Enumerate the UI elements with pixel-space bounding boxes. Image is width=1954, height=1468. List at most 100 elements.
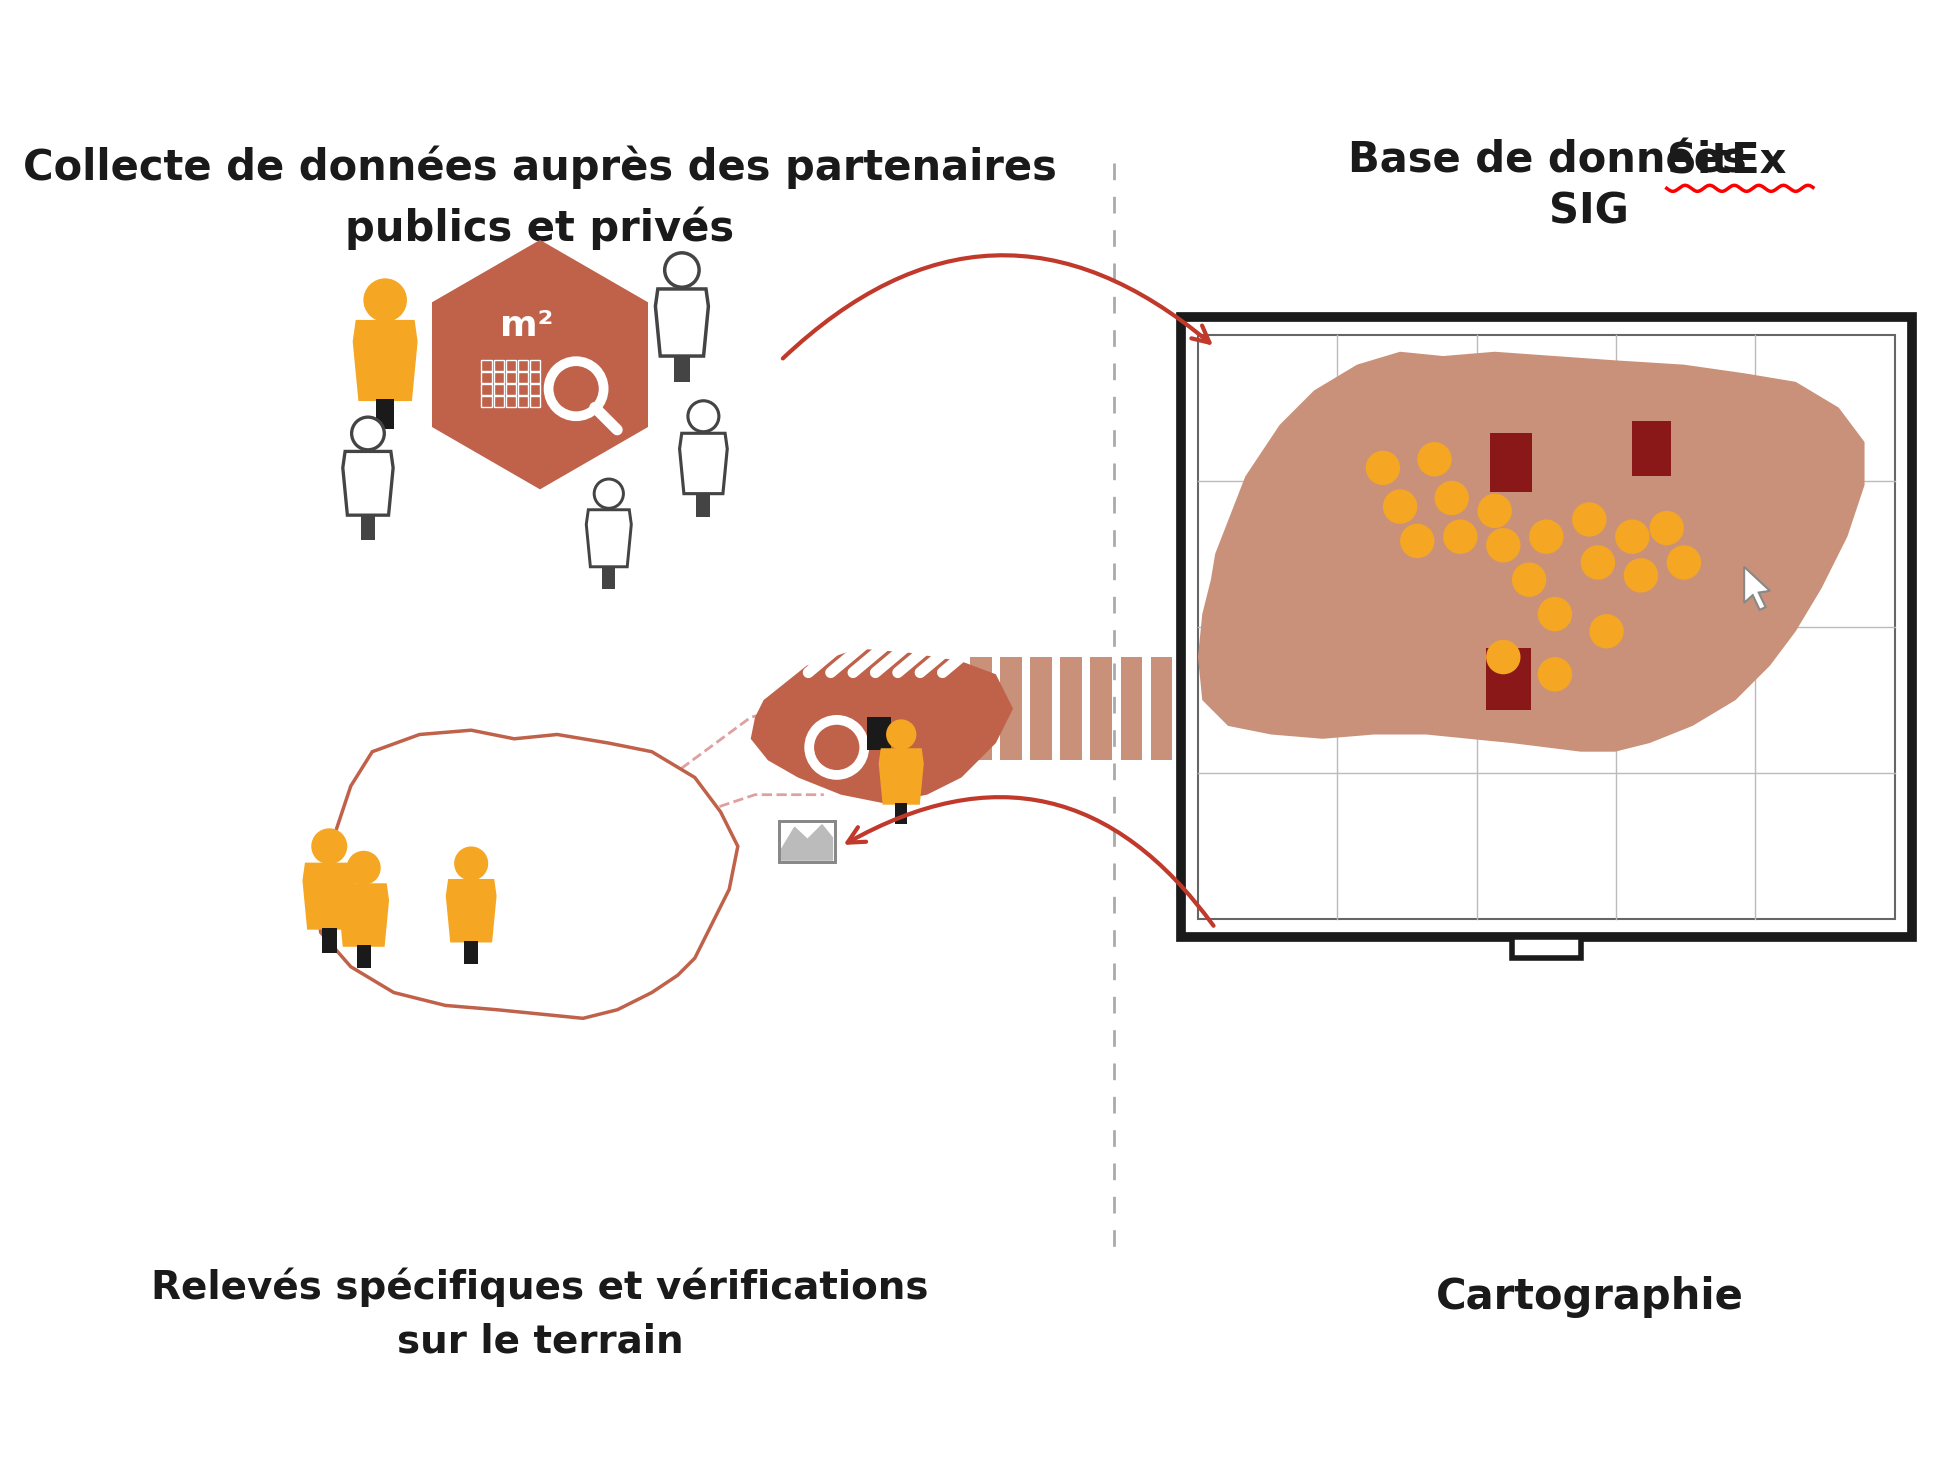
Circle shape	[664, 252, 700, 288]
Bar	[385, 399, 395, 429]
Polygon shape	[680, 433, 727, 493]
Bar	[682, 357, 690, 382]
Bar	[1632, 420, 1671, 477]
Circle shape	[1530, 520, 1563, 553]
Bar	[608, 567, 616, 589]
Circle shape	[1417, 442, 1452, 477]
Polygon shape	[586, 509, 631, 567]
Bar	[1061, 658, 1083, 760]
Bar	[1487, 649, 1530, 711]
Polygon shape	[1745, 567, 1770, 609]
Circle shape	[688, 401, 719, 432]
Bar	[1000, 658, 1022, 760]
Bar	[518, 360, 528, 370]
Bar	[696, 493, 703, 517]
Circle shape	[1366, 451, 1401, 484]
Circle shape	[1434, 480, 1469, 515]
Circle shape	[887, 721, 914, 749]
Polygon shape	[879, 750, 922, 803]
Polygon shape	[340, 885, 387, 945]
Bar	[868, 718, 891, 750]
Bar	[363, 945, 371, 969]
Bar	[969, 658, 991, 760]
Bar	[674, 357, 682, 382]
Text: Base de données: Base de données	[1348, 139, 1763, 181]
Circle shape	[594, 479, 623, 508]
Bar	[780, 821, 834, 862]
Circle shape	[1487, 528, 1520, 562]
Circle shape	[352, 417, 385, 449]
Polygon shape	[782, 825, 832, 860]
Polygon shape	[655, 289, 709, 357]
Bar	[506, 396, 516, 407]
Polygon shape	[750, 649, 1012, 803]
Polygon shape	[447, 881, 494, 941]
Polygon shape	[317, 730, 739, 1019]
Circle shape	[1649, 511, 1684, 545]
Bar	[506, 385, 516, 395]
Bar	[358, 945, 365, 969]
Bar	[506, 373, 516, 383]
Bar	[1090, 658, 1112, 760]
Polygon shape	[342, 452, 393, 515]
Bar	[494, 396, 504, 407]
Polygon shape	[1198, 352, 1864, 752]
Bar	[703, 493, 711, 517]
Bar	[518, 396, 528, 407]
Text: Relevés spécifiques et vérifications
sur le terrain: Relevés spécifiques et vérifications sur…	[150, 1268, 928, 1361]
Bar	[518, 373, 528, 383]
Bar	[1151, 658, 1172, 760]
Circle shape	[1401, 524, 1434, 558]
Bar	[361, 515, 369, 540]
Circle shape	[455, 849, 487, 879]
Circle shape	[1477, 493, 1512, 528]
Bar	[901, 803, 907, 824]
Text: Cartographie: Cartographie	[1436, 1276, 1743, 1318]
Bar	[530, 396, 539, 407]
Bar	[494, 360, 504, 370]
Bar	[518, 385, 528, 395]
Polygon shape	[305, 865, 354, 928]
Bar	[1120, 658, 1141, 760]
Circle shape	[1581, 545, 1616, 580]
Bar	[471, 941, 479, 964]
FancyArrowPatch shape	[784, 255, 1210, 358]
Bar	[780, 821, 834, 862]
Bar	[322, 928, 330, 953]
Text: Collecte de données auprès des partenaires
publics et privés: Collecte de données auprès des partenair…	[23, 145, 1057, 250]
Circle shape	[313, 829, 346, 863]
Bar	[1180, 317, 1911, 937]
Text: SIG: SIG	[1550, 191, 1630, 233]
Bar	[530, 373, 539, 383]
Circle shape	[1487, 640, 1520, 674]
Circle shape	[1616, 520, 1649, 553]
Circle shape	[1444, 520, 1477, 553]
Circle shape	[1589, 614, 1624, 649]
Circle shape	[1383, 489, 1417, 524]
Polygon shape	[356, 321, 416, 399]
Circle shape	[1512, 562, 1546, 597]
Circle shape	[1538, 597, 1573, 631]
Bar	[367, 515, 375, 540]
Bar	[481, 396, 492, 407]
Bar	[530, 385, 539, 395]
Bar	[494, 385, 504, 395]
Bar	[895, 803, 903, 824]
Bar	[530, 360, 539, 370]
Bar	[1030, 658, 1051, 760]
Bar	[481, 360, 492, 370]
Circle shape	[1573, 502, 1606, 537]
Bar	[1491, 433, 1532, 492]
Circle shape	[1624, 558, 1659, 593]
Bar	[1512, 937, 1581, 959]
Circle shape	[1667, 545, 1702, 580]
Bar	[494, 373, 504, 383]
Circle shape	[1538, 658, 1573, 691]
Bar	[1198, 335, 1895, 919]
Bar	[377, 399, 387, 429]
Bar	[465, 941, 473, 964]
Bar	[481, 373, 492, 383]
Bar	[481, 385, 492, 395]
FancyArrowPatch shape	[848, 797, 1213, 926]
Circle shape	[348, 853, 379, 884]
